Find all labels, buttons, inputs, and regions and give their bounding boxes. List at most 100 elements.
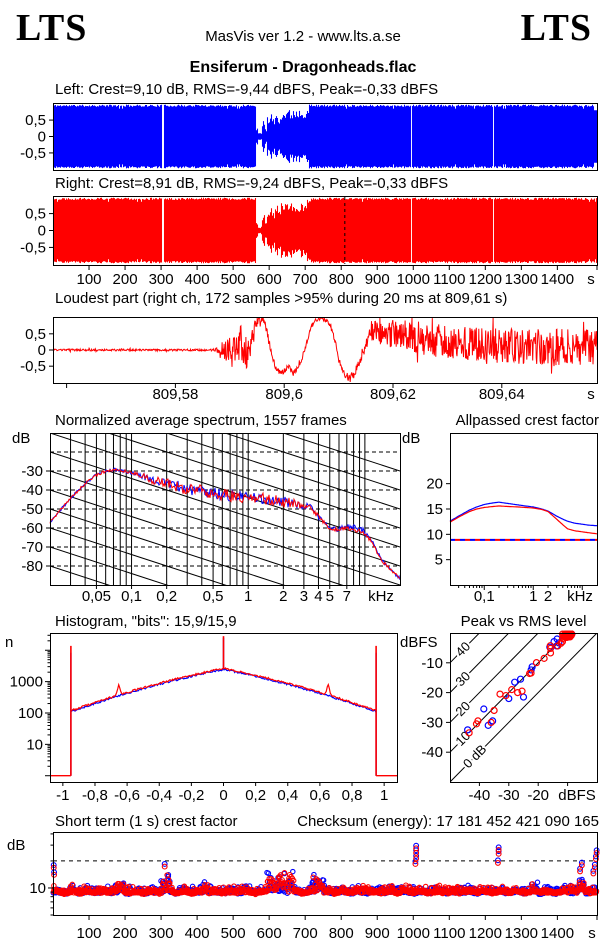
svg-text:-0,4: -0,4 bbox=[146, 787, 172, 804]
svg-text:-0,2: -0,2 bbox=[178, 787, 204, 804]
svg-text:200: 200 bbox=[113, 271, 138, 288]
svg-text:0,8: 0,8 bbox=[342, 787, 363, 804]
svg-text:809,6: 809,6 bbox=[265, 386, 303, 403]
svg-text:0: 0 bbox=[38, 129, 46, 146]
svg-text:-0,5: -0,5 bbox=[20, 145, 46, 162]
svg-text:100: 100 bbox=[18, 705, 43, 722]
histogram-title: Histogram, "bits": 15,9/15,9 bbox=[55, 613, 237, 630]
svg-text:10: 10 bbox=[29, 880, 46, 897]
svg-text:1: 1 bbox=[244, 588, 252, 605]
svg-text:1: 1 bbox=[529, 588, 537, 605]
checksum-label: Checksum (energy): 17 181 452 421 090 16… bbox=[297, 813, 599, 830]
histogram-panel: 1000 100 10 -1 -0,8 -0,6 -0,4 -0,2 0 0,2 0,4 0,6 0,8… bbox=[10, 633, 398, 804]
svg-text:-40: -40 bbox=[469, 787, 491, 804]
svg-text:-40: -40 bbox=[421, 744, 443, 761]
peak-rms-title: Peak vs RMS level bbox=[460, 613, 587, 630]
lts-logo-right: LTS bbox=[520, 7, 592, 49]
svg-text:800: 800 bbox=[329, 271, 354, 288]
svg-text:0,4: 0,4 bbox=[277, 787, 298, 804]
right-wave-title: Right: Crest=8,91 dB, RMS=-9,24 dBFS, Pe… bbox=[55, 175, 449, 192]
svg-text:600: 600 bbox=[257, 925, 282, 942]
svg-text:-0,8: -0,8 bbox=[82, 787, 108, 804]
svg-text:809,58: 809,58 bbox=[152, 386, 198, 403]
svg-text:dBFS: dBFS bbox=[558, 787, 596, 804]
svg-text:400: 400 bbox=[185, 925, 210, 942]
svg-text:0,2: 0,2 bbox=[156, 588, 177, 605]
short-term-crest-panel: 10 100 200 300 400 500 600 700 800 900 1000 1100 120… bbox=[29, 832, 600, 942]
right-waveform-panel: 0,50-0,5 bbox=[20, 196, 598, 266]
svg-text:600: 600 bbox=[257, 271, 282, 288]
svg-text:s: s bbox=[587, 271, 595, 288]
svg-text:7: 7 bbox=[343, 588, 351, 605]
svg-text:900: 900 bbox=[365, 925, 390, 942]
svg-text:0,5: 0,5 bbox=[203, 588, 224, 605]
svg-text:700: 700 bbox=[293, 925, 318, 942]
svg-text:809,62: 809,62 bbox=[370, 386, 416, 403]
svg-text:2: 2 bbox=[544, 588, 552, 605]
svg-text:0: 0 bbox=[38, 342, 46, 359]
svg-text:1100: 1100 bbox=[433, 271, 465, 288]
svg-text:5: 5 bbox=[326, 588, 334, 605]
svg-text:1200: 1200 bbox=[469, 925, 502, 942]
svg-text:900: 900 bbox=[365, 271, 390, 288]
lts-logo-left: LTS bbox=[16, 7, 88, 49]
allpass-title: Allpassed crest factor bbox=[455, 412, 599, 429]
svg-text:0,1: 0,1 bbox=[474, 588, 495, 605]
svg-text:-0,5: -0,5 bbox=[20, 358, 46, 375]
spectrum-ylabel: dB bbox=[12, 430, 31, 447]
svg-text:1400: 1400 bbox=[541, 925, 574, 942]
svg-text:300: 300 bbox=[149, 271, 174, 288]
left-wave-title: Left: Crest=9,10 dB, RMS=-9,44 dBFS, Pea… bbox=[55, 81, 439, 98]
svg-text:400: 400 bbox=[185, 271, 210, 288]
svg-text:700: 700 bbox=[293, 271, 318, 288]
svg-text:-70: -70 bbox=[21, 539, 43, 556]
svg-text:s: s bbox=[588, 925, 596, 942]
svg-text:-30: -30 bbox=[21, 463, 43, 480]
svg-text:100: 100 bbox=[77, 271, 102, 288]
svg-text:0,5: 0,5 bbox=[25, 326, 46, 343]
svg-text:1300: 1300 bbox=[505, 271, 538, 288]
svg-text:1000: 1000 bbox=[397, 925, 430, 942]
svg-text:1200: 1200 bbox=[469, 271, 502, 288]
svg-text:-30: -30 bbox=[421, 714, 443, 731]
svg-text:200: 200 bbox=[113, 925, 138, 942]
svg-text:100: 100 bbox=[77, 925, 102, 942]
time-axis: 100 200 300 400 500 600 700 800 900 1000 1100 1200 1… bbox=[77, 265, 598, 288]
svg-text:1000: 1000 bbox=[10, 674, 43, 691]
svg-text:-10: -10 bbox=[421, 655, 443, 672]
histogram-ylabel: n bbox=[5, 634, 14, 651]
allpass-ylabel: dB bbox=[402, 430, 421, 447]
svg-text:-60: -60 bbox=[21, 520, 43, 537]
track-title: Ensiferum - Dragonheads.flac bbox=[189, 59, 417, 76]
svg-text:3: 3 bbox=[300, 588, 308, 605]
short-term-title: Short term (1 s) crest factor bbox=[55, 813, 238, 830]
svg-text:15: 15 bbox=[426, 501, 443, 518]
loudest-title: Loudest part (right ch, 172 samples >95%… bbox=[55, 290, 508, 307]
svg-text:kHz: kHz bbox=[368, 588, 394, 605]
svg-text:10: 10 bbox=[26, 736, 43, 753]
svg-text:-50: -50 bbox=[21, 501, 43, 518]
svg-text:kHz: kHz bbox=[567, 588, 593, 605]
peak-rms-ylabel: dBFS bbox=[400, 634, 438, 651]
svg-text:-20: -20 bbox=[421, 685, 443, 702]
svg-text:-20: -20 bbox=[527, 787, 549, 804]
svg-text:-30: -30 bbox=[498, 787, 520, 804]
loudest-part-panel: 0,50-0,5 809,58 809,6 809,62 809,64 s bbox=[20, 316, 598, 403]
svg-text:0,1: 0,1 bbox=[121, 588, 142, 605]
svg-text:2: 2 bbox=[279, 588, 287, 605]
svg-text:-0,6: -0,6 bbox=[114, 787, 140, 804]
spectrum-panel: -30 -40 -50 -60 -70 -80 0,05 0,1 0,2 0,5 1 2 3 4 5 7 kHz bbox=[21, 433, 401, 605]
svg-text:-40: -40 bbox=[21, 482, 43, 499]
svg-text:20: 20 bbox=[426, 476, 443, 493]
svg-text:1400: 1400 bbox=[541, 271, 574, 288]
svg-text:-0,5: -0,5 bbox=[20, 239, 46, 256]
svg-text:500: 500 bbox=[221, 925, 246, 942]
left-waveform-panel: 0,50-0,5 bbox=[20, 103, 598, 171]
svg-text:1000: 1000 bbox=[397, 271, 430, 288]
svg-text:0: 0 bbox=[38, 223, 46, 240]
app-version-line: MasVis ver 1.2 - www.lts.a.se bbox=[205, 28, 401, 45]
svg-text:0,2: 0,2 bbox=[245, 787, 266, 804]
